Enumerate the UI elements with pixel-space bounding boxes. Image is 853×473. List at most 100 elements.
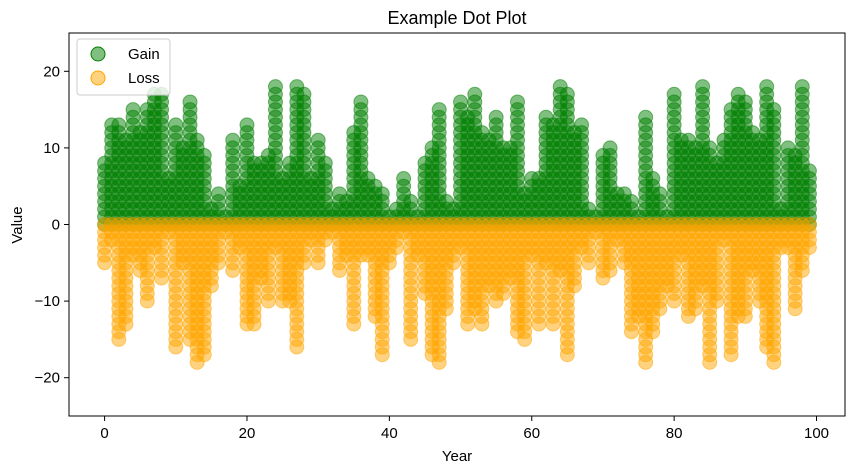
data-point-loss <box>225 262 241 278</box>
data-point-loss <box>310 255 326 271</box>
data-point-loss <box>296 255 312 271</box>
legend: Gain Loss <box>76 38 171 96</box>
data-point-gain <box>488 109 504 125</box>
data-point-loss <box>801 239 817 255</box>
data-point-loss <box>374 347 390 363</box>
data-point-loss <box>118 316 134 332</box>
data-point-loss <box>460 316 476 332</box>
data-point-gain <box>196 148 212 164</box>
data-point-gain <box>695 79 711 95</box>
legend-label-gain: Gain <box>128 46 160 63</box>
data-point-loss <box>794 262 810 278</box>
y-tick-label: 20 <box>43 63 60 80</box>
y-axis-label: Value <box>9 206 26 243</box>
data-point-gain <box>652 186 668 202</box>
data-point-loss <box>517 331 533 347</box>
y-tick-label: −20 <box>35 370 60 387</box>
data-point-gain <box>182 94 198 110</box>
chart-title: Example Dot Plot <box>387 8 526 28</box>
data-point-loss <box>332 262 348 278</box>
legend-label-loss: Loss <box>128 70 160 87</box>
data-point-loss <box>289 339 305 355</box>
data-point-loss <box>602 262 618 278</box>
data-point-loss <box>203 278 219 294</box>
data-point-gain <box>510 94 526 110</box>
data-point-gain <box>111 117 127 133</box>
data-point-loss <box>581 255 597 271</box>
data-point-gain <box>702 140 718 156</box>
x-tick-label: 40 <box>381 425 398 442</box>
data-point-loss <box>559 347 575 363</box>
data-point-gain <box>403 194 419 210</box>
data-point-gain <box>801 163 817 179</box>
x-axis-label: Year <box>442 448 472 465</box>
data-point-gain <box>125 102 141 118</box>
data-point-gain <box>374 186 390 202</box>
data-point-loss <box>111 331 127 347</box>
data-point-gain <box>759 79 775 95</box>
data-point-loss <box>260 293 276 309</box>
data-point-gain <box>267 79 283 95</box>
x-tick-label: 60 <box>523 425 540 442</box>
data-point-loss <box>702 354 718 370</box>
data-point-gain <box>559 86 575 102</box>
data-point-loss <box>566 278 582 294</box>
legend-marker-gain <box>90 46 106 62</box>
data-point-loss <box>787 301 803 317</box>
y-tick-label: 0 <box>52 217 60 234</box>
data-point-gain <box>239 117 255 133</box>
data-point-loss <box>381 255 397 271</box>
data-point-loss <box>645 324 661 340</box>
data-point-gain <box>645 171 661 187</box>
x-tick-label: 20 <box>239 425 256 442</box>
data-point-gain <box>467 86 483 102</box>
data-point-loss <box>688 301 703 317</box>
points-layer <box>97 79 817 370</box>
data-point-gain <box>602 140 618 156</box>
data-point-loss <box>139 293 155 309</box>
x-tick-label: 80 <box>666 425 683 442</box>
data-point-loss <box>211 255 226 271</box>
x-tick-label: 100 <box>804 425 829 442</box>
data-point-loss <box>709 293 725 309</box>
data-point-loss <box>737 308 753 324</box>
data-point-loss <box>97 255 113 271</box>
data-point-loss <box>638 354 654 370</box>
x-tick-label: 0 <box>100 425 108 442</box>
data-point-gain <box>317 155 333 171</box>
data-point-gain <box>666 86 682 102</box>
data-point-gain <box>623 194 639 210</box>
data-point-gain <box>168 117 184 133</box>
data-point-gain <box>189 132 205 148</box>
data-point-loss <box>438 301 454 317</box>
data-point-loss <box>246 316 262 332</box>
data-point-loss <box>168 339 184 355</box>
data-point-loss <box>154 270 170 286</box>
data-point-gain <box>353 94 369 110</box>
data-point-loss <box>766 354 782 370</box>
data-point-loss <box>431 354 447 370</box>
data-point-gain <box>211 186 226 202</box>
data-point-loss <box>346 316 362 332</box>
data-point-loss <box>474 316 490 332</box>
data-point-loss <box>652 301 668 317</box>
data-point-gain <box>453 94 469 110</box>
y-tick-label: 10 <box>43 140 60 157</box>
x-axis: 0 20 40 60 80 100 <box>100 416 829 442</box>
data-point-gain <box>431 102 447 118</box>
data-point-loss <box>723 347 739 363</box>
y-tick-label: −10 <box>35 293 60 310</box>
data-point-gain <box>794 79 810 95</box>
data-point-loss <box>495 285 511 301</box>
y-axis: −20 −10 0 10 20 <box>35 63 69 387</box>
data-point-gain <box>225 132 241 148</box>
data-point-gain <box>766 102 782 118</box>
data-point-loss <box>445 255 461 271</box>
data-point-gain <box>310 132 326 148</box>
data-point-loss <box>196 347 212 363</box>
data-point-loss <box>623 324 639 340</box>
data-point-loss <box>531 316 547 332</box>
data-point-loss <box>403 331 419 347</box>
data-point-gain <box>737 94 753 110</box>
